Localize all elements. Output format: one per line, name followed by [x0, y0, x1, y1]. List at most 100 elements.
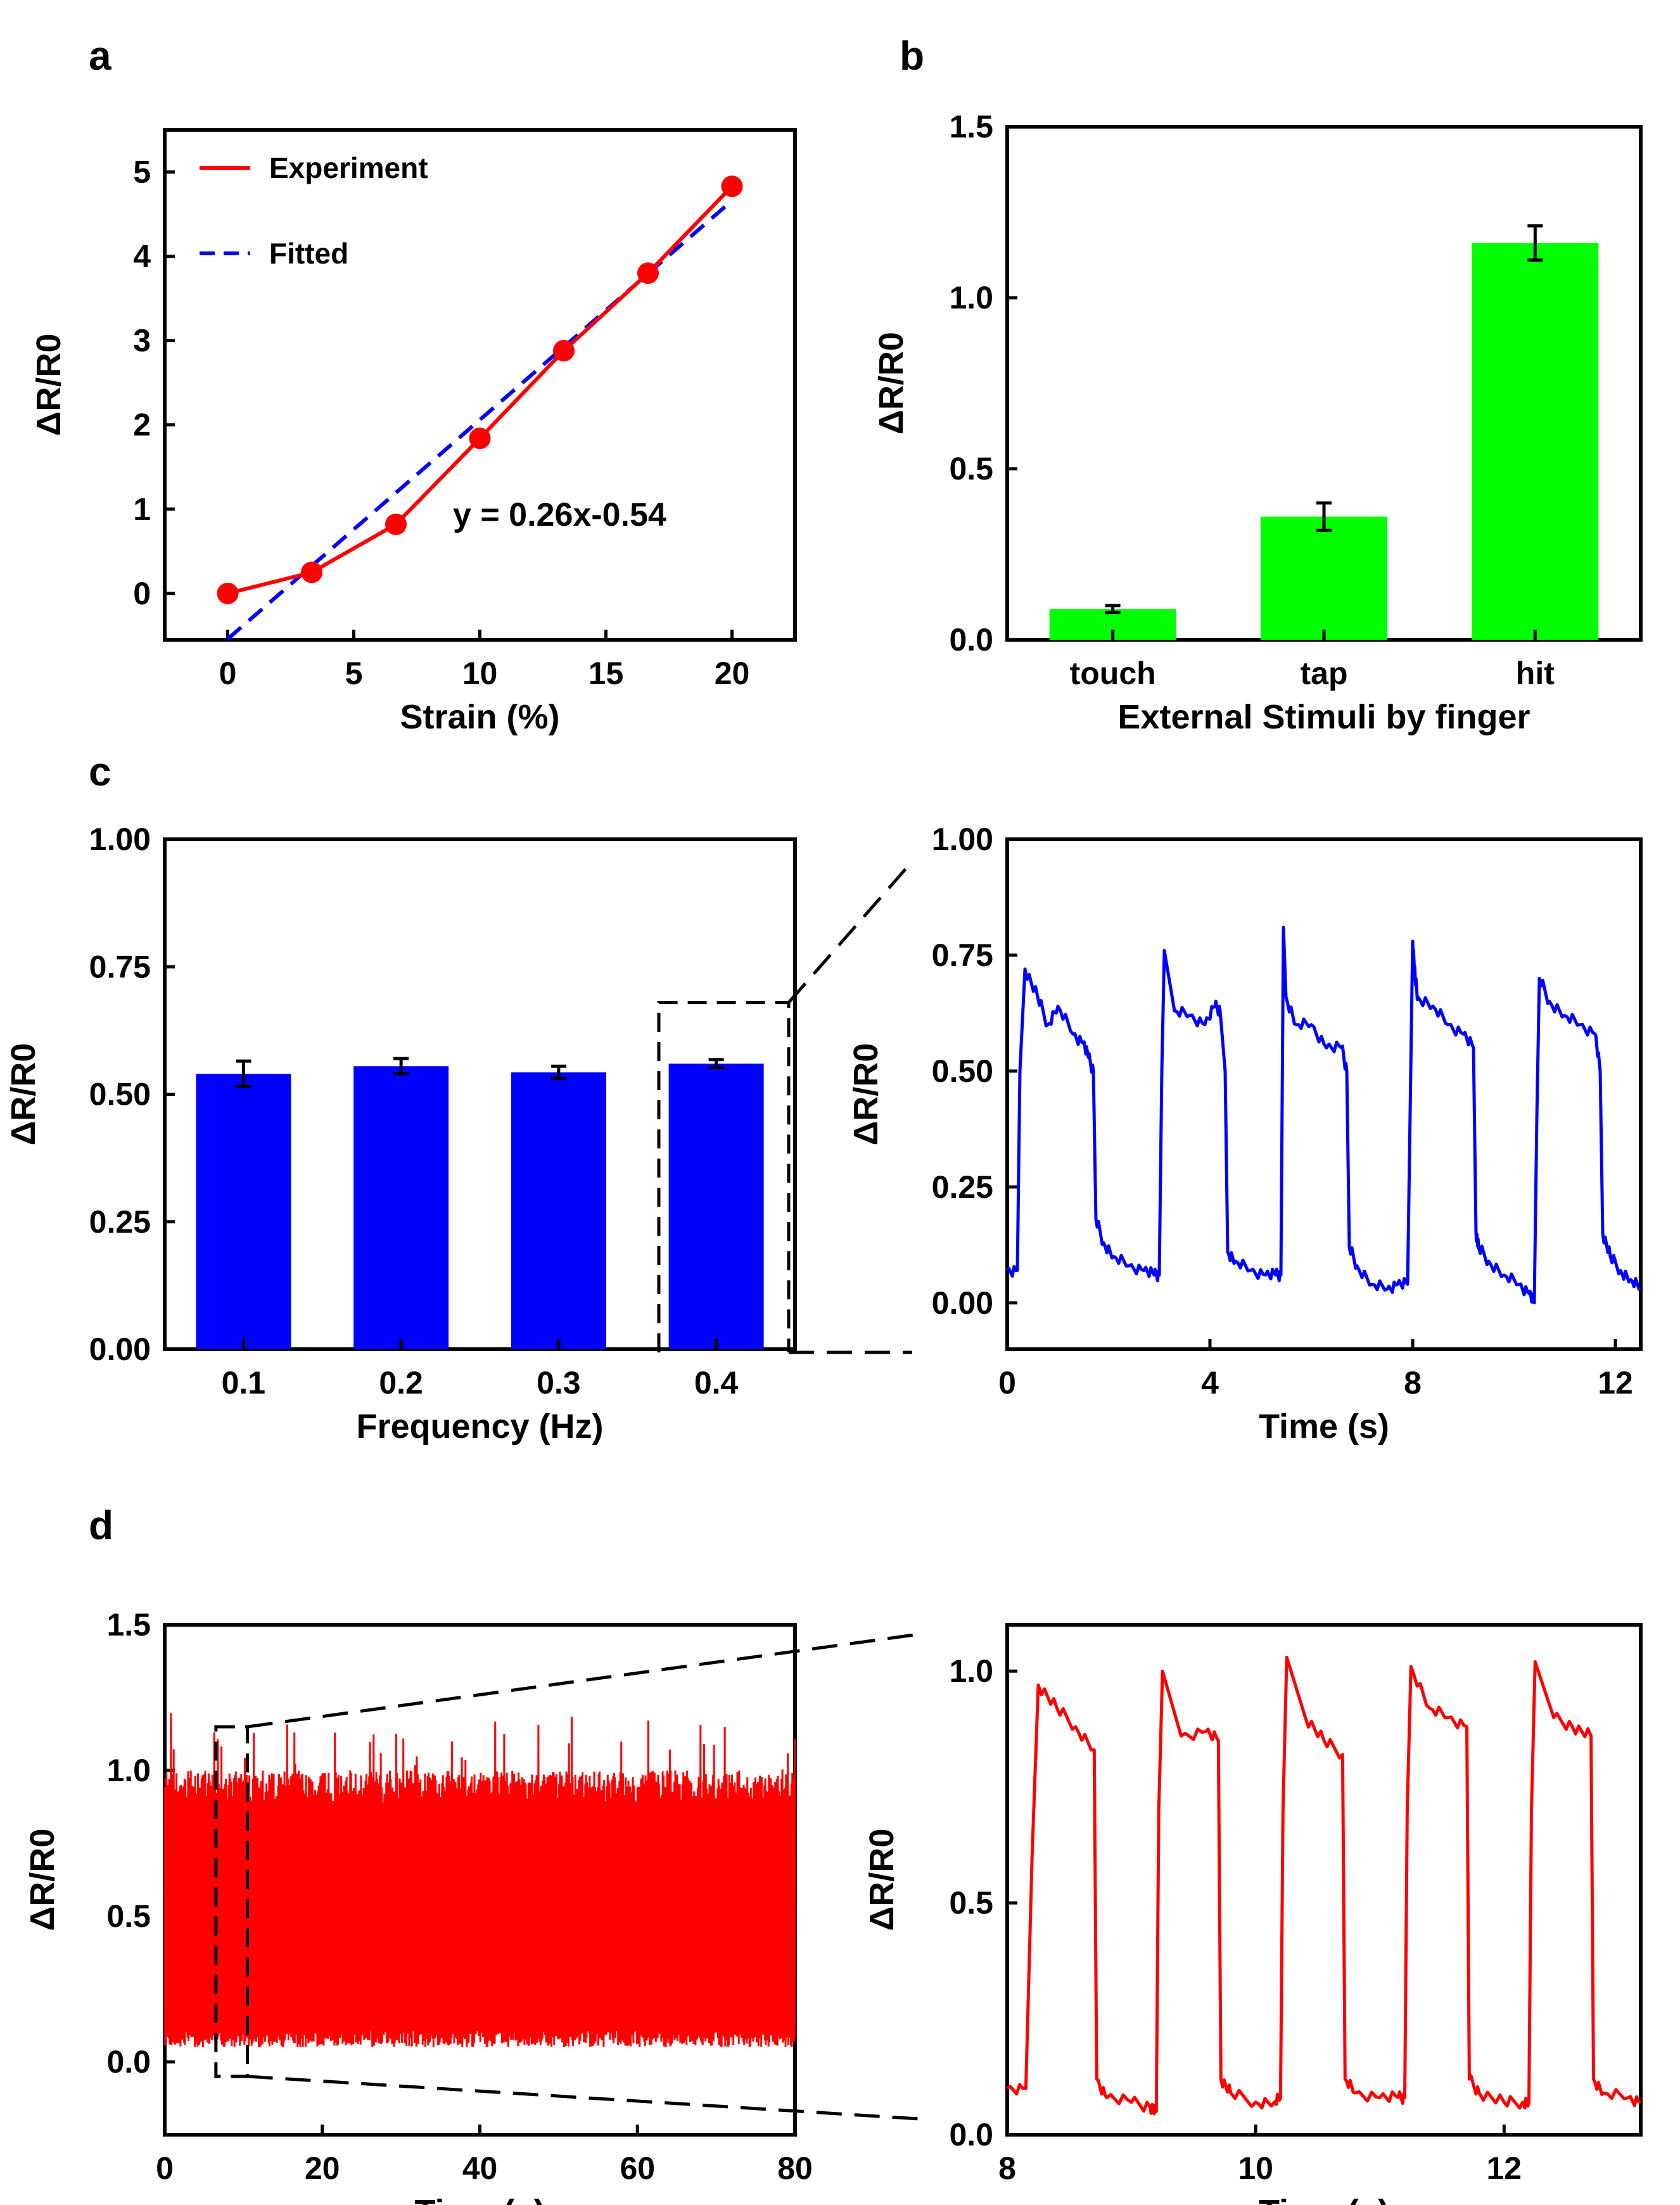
- y-tick-label: 1.00: [932, 822, 993, 857]
- fit-equation-annotation: y = 0.26x-0.54: [453, 497, 666, 533]
- y-axis-label: ΔR/R0: [847, 1043, 885, 1146]
- panel-letter-c: c: [89, 749, 111, 794]
- x-tick-label: 0.4: [694, 1365, 739, 1401]
- y-axis-label: ΔR/R0: [863, 1829, 901, 1931]
- x-tick-label: 0.3: [537, 1365, 581, 1401]
- legend-label-experiment: Experiment: [269, 151, 428, 184]
- bar: [1261, 516, 1387, 640]
- x-tick-label: 0.2: [379, 1365, 423, 1401]
- y-tick-label: 4: [133, 239, 151, 274]
- x-tick-label: tap: [1301, 656, 1348, 691]
- y-tick-label: 0.50: [932, 1053, 993, 1089]
- x-tick-label: 60: [620, 2151, 655, 2186]
- zoom-connector-d-top: [247, 1632, 919, 1729]
- y-tick-label: 0.0: [106, 2044, 151, 2080]
- data-point-experiment: [385, 513, 407, 535]
- y-tick-label: 0.0: [949, 622, 993, 658]
- y-tick-label: 3: [133, 323, 151, 359]
- plot-frame: [163, 128, 797, 642]
- zoom-box-c: [657, 1001, 791, 1352]
- y-tick-label: 5: [133, 155, 151, 190]
- panel-letter-b: b: [900, 33, 924, 79]
- y-tick-label: 2: [133, 407, 151, 443]
- x-tick-label: 10: [462, 656, 498, 691]
- y-tick-label: 0.50: [89, 1077, 151, 1112]
- plot-frame: [1005, 837, 1643, 1351]
- y-tick-label: 0.75: [932, 937, 993, 973]
- bar: [196, 1074, 291, 1349]
- data-point-experiment: [217, 582, 239, 604]
- x-axis-label: Frequency (Hz): [356, 1408, 603, 1446]
- y-tick-label: 0.5: [106, 1898, 151, 1934]
- y-axis-label: ΔR/R0: [872, 332, 910, 435]
- bar: [668, 1064, 764, 1349]
- zoom-box-d: [214, 1725, 250, 2078]
- x-tick-label: 0.1: [222, 1365, 266, 1401]
- bar: [353, 1066, 449, 1349]
- x-tick-label: 0: [998, 1365, 1016, 1401]
- x-tick-label: 8: [998, 2151, 1016, 2186]
- chart-a-strain: 0 1 2 3 4 5 ΔR/R0 Strain (%) 0 5 10 15 20 Experiment F…: [30, 128, 797, 736]
- x-tick-label: 20: [305, 2151, 340, 2186]
- y-tick-label: 1.0: [949, 1653, 993, 1689]
- x-tick-label: 12: [1487, 2151, 1522, 2186]
- x-axis-label: Time (s): [414, 2193, 545, 2205]
- y-tick-label: 0: [133, 576, 151, 611]
- x-tick-label: hit: [1516, 656, 1555, 691]
- x-tick-label: 4: [1201, 1365, 1219, 1401]
- y-tick-label: 0.25: [89, 1204, 151, 1240]
- data-point-experiment: [721, 175, 743, 198]
- chart-c-time-zoom: 0.00 0.25 0.50 0.75 1.00 ΔR/R0 Time (s) 0 4 8 12: [847, 822, 1643, 1446]
- chart-d-time-zoom: 0.0 0.5 1.0 ΔR/R0 Time (s) 8 10 12: [863, 1623, 1643, 2205]
- x-axis-label: External Stimuli by finger: [1117, 698, 1530, 736]
- chart-c-frequency: 0.00 0.25 0.50 0.75 1.00 ΔR/R0 Frequency (Hz) 0…: [4, 822, 797, 1446]
- x-tick-label: 20: [715, 656, 750, 691]
- data-point-experiment: [469, 427, 491, 449]
- data-point-experiment: [637, 262, 659, 284]
- x-tick-label: 40: [462, 2151, 498, 2186]
- x-tick-label: 12: [1598, 1365, 1633, 1401]
- plot-frame: [1005, 1623, 1643, 2137]
- zoom-connector-d-bottom: [247, 2075, 919, 2121]
- x-tick-label: 8: [1404, 1365, 1422, 1401]
- panel-letter-d: d: [89, 1503, 113, 1548]
- x-tick-label: 0: [219, 656, 237, 691]
- y-tick-label: 0.00: [89, 1331, 151, 1367]
- y-tick-label: 1.0: [106, 1753, 151, 1788]
- bar: [511, 1072, 606, 1349]
- y-tick-label: 0.25: [932, 1169, 993, 1205]
- series-line-cyclic: [163, 1713, 796, 2048]
- x-axis-label: Time (s): [1259, 1408, 1389, 1446]
- zoom-connector-lines: [247, 860, 919, 2121]
- chart-d-long-cycle: 0.0 0.5 1.0 1.5 ΔR/R0 Time (s) 0 20 40 60 80: [23, 1607, 813, 2205]
- y-tick-label: 1.00: [89, 822, 151, 857]
- zoom-connector-c-top: [787, 860, 913, 1004]
- x-tick-label: touch: [1070, 656, 1156, 691]
- y-tick-label: 1.5: [106, 1607, 151, 1643]
- y-tick-label: 0.75: [89, 949, 151, 984]
- legend-label-fitted: Fitted: [269, 237, 348, 270]
- x-tick-label: 80: [777, 2151, 813, 2186]
- x-axis-label: Time (s): [1259, 2193, 1389, 2205]
- y-axis-label: ΔR/R0: [4, 1043, 42, 1146]
- x-tick-label: 0: [156, 2151, 174, 2186]
- y-tick-label: 1.0: [949, 280, 993, 315]
- data-point-experiment: [301, 561, 323, 583]
- bar: [1472, 243, 1599, 640]
- panel-letter-a: a: [89, 33, 111, 79]
- x-tick-label: 15: [589, 656, 624, 691]
- y-axis-label: ΔR/R0: [23, 1829, 61, 1931]
- x-tick-label: 5: [345, 656, 363, 691]
- y-tick-label: 0.5: [949, 1885, 993, 1921]
- x-tick-label: 10: [1238, 2151, 1273, 2186]
- y-tick-label: 0.5: [949, 451, 993, 486]
- x-axis-label: Strain (%): [400, 698, 559, 736]
- data-point-experiment: [553, 340, 575, 362]
- y-tick-label: 0.0: [949, 2117, 993, 2152]
- y-tick-label: 1.5: [949, 109, 993, 144]
- y-axis-label: ΔR/R0: [30, 334, 68, 436]
- y-tick-label: 1: [133, 492, 151, 527]
- series-line-response: [1006, 925, 1641, 1305]
- chart-b-stimuli: 0.0 0.5 1.0 1.5 ΔR/R0 External Stimuli by fin…: [872, 109, 1643, 736]
